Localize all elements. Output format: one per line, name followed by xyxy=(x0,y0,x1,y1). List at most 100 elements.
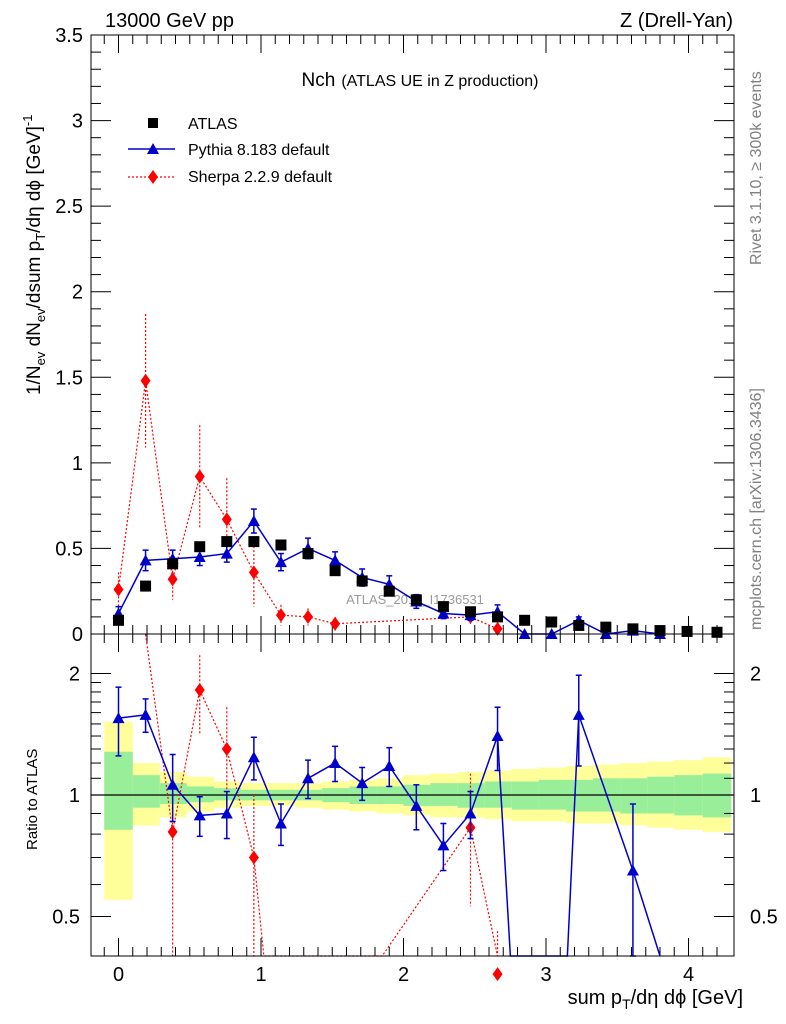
pythia-ratio-point xyxy=(464,807,477,819)
pythia-ratio-point xyxy=(626,864,639,876)
ratio-tick-label: 2 xyxy=(69,664,80,686)
sherpa-ratio-point xyxy=(492,967,503,982)
x-tick-label: 1 xyxy=(255,964,266,986)
pythia-ratio-point xyxy=(491,730,504,742)
atlas-point xyxy=(464,606,476,618)
y-tick-label: 3 xyxy=(72,111,83,133)
y-tick-label: 2 xyxy=(72,282,83,304)
atlas-point xyxy=(600,621,612,633)
pythia-ratio-point xyxy=(383,759,396,771)
legend: ATLAS Pythia 8.183 default Sherpa 2.2.9 … xyxy=(128,116,333,186)
atlas-point xyxy=(167,558,179,570)
sherpa-point xyxy=(140,373,151,388)
atlas-point xyxy=(356,575,368,587)
rivet-label: Rivet 3.1.10, ≥ 300k events xyxy=(748,71,765,265)
uncertainty-band-green xyxy=(104,751,133,830)
atlas-point xyxy=(546,616,558,628)
atlas-point xyxy=(573,619,585,631)
pythia-point xyxy=(139,554,152,566)
pythia-point xyxy=(247,515,260,527)
atlas-point xyxy=(113,614,124,626)
x-tick-label: 3 xyxy=(540,964,551,986)
pythia-ratio-point xyxy=(112,712,125,724)
ratio-tick-label: 0.5 xyxy=(52,907,80,929)
sherpa-ratio-point xyxy=(167,824,178,839)
pythia-ratio-point xyxy=(302,772,315,784)
chart-title-main: Nch xyxy=(302,70,336,91)
ratio-tick-label-right: 2 xyxy=(750,664,761,686)
y-axis-label: 1/Nev dNev/dsum pT/dη dϕ [GeV]-1 xyxy=(20,115,48,396)
header-left: 13000 GeV pp xyxy=(105,10,234,32)
y-tick-label: 3.5 xyxy=(55,25,83,47)
legend-sherpa-label: Sherpa 2.2.9 default xyxy=(188,169,333,186)
sherpa-point xyxy=(194,469,205,484)
y-tick-label: 2.5 xyxy=(55,196,83,218)
pythia-point xyxy=(329,554,342,566)
sherpa-ratio-point xyxy=(248,850,259,865)
sherpa-point xyxy=(221,512,232,527)
y-tick-label: 1.5 xyxy=(55,367,83,389)
x-tick-label: 2 xyxy=(398,964,409,986)
ratio-y-label: Ratio to ATLAS xyxy=(24,749,41,850)
pythia-point xyxy=(437,607,450,619)
ratio-panel: 0 1 2 3 4 0.5 0.5 1 1 2 2 xyxy=(52,634,778,986)
atlas-point xyxy=(275,539,287,551)
sherpa-line xyxy=(117,380,498,630)
x-tick-label: 4 xyxy=(683,964,694,986)
pythia-ratio-point xyxy=(274,817,287,829)
uncertainty-band-green xyxy=(186,786,214,803)
sherpa-point xyxy=(492,621,503,636)
atlas-point xyxy=(492,611,504,623)
pythia-ratio-point xyxy=(139,708,152,720)
atlas-point xyxy=(711,626,723,638)
pythia-ratio-point xyxy=(247,751,260,763)
ratio-frame xyxy=(90,633,735,957)
uncertainty-band-green xyxy=(132,775,160,808)
sherpa-point xyxy=(303,609,314,624)
x-axis-label: sum pT/dη dϕ [GeV] xyxy=(568,987,743,1012)
sherpa-point xyxy=(167,572,178,587)
pythia-ratio-point xyxy=(193,809,206,821)
ratio-tick-label: 1 xyxy=(69,785,80,807)
pythia-ratio-point xyxy=(166,778,179,790)
chart-subtitle: (ATLAS UE in Z production) xyxy=(341,73,538,90)
pythia-ratio-point xyxy=(437,839,450,851)
sherpa-point xyxy=(248,565,259,580)
y-tick-label: 0 xyxy=(72,624,83,646)
pythia-point xyxy=(193,550,206,562)
y-tick-label: 0.5 xyxy=(55,538,83,560)
legend-sherpa-marker xyxy=(148,170,158,184)
pythia-point xyxy=(274,556,287,568)
mcplots-label: mcplots.cern.ch [arXiv:1306.3436] xyxy=(748,388,765,630)
x-tick-label: 0 xyxy=(113,964,124,986)
atlas-point xyxy=(437,601,449,613)
pythia-ratio-point xyxy=(220,807,233,819)
main-panel: 0 0.5 1 1.5 2 2.5 3 3.5 xyxy=(55,25,734,646)
pythia-ratio-point xyxy=(572,708,585,720)
atlas-point xyxy=(654,625,666,637)
sherpa-point xyxy=(330,616,341,631)
pythia-ratio-point xyxy=(329,757,342,769)
sherpa-ratio-point xyxy=(221,742,232,757)
ratio-tick-label-right: 0.5 xyxy=(750,907,778,929)
ratio-tick-label-right: 1 xyxy=(750,785,761,807)
header-right: Z (Drell-Yan) xyxy=(620,10,733,32)
atlas-point xyxy=(221,536,233,548)
pythia-point xyxy=(220,547,233,559)
legend-pythia-marker xyxy=(147,143,159,154)
atlas-point xyxy=(410,594,422,606)
atlas-point xyxy=(383,585,395,597)
sherpa-ratio-point xyxy=(194,683,205,698)
legend-atlas-label: ATLAS xyxy=(188,116,238,133)
sherpa-point xyxy=(275,608,286,623)
pythia-ratio-point xyxy=(410,799,423,811)
atlas-point xyxy=(329,565,341,577)
atlas-point xyxy=(248,536,260,548)
atlas-point xyxy=(302,548,314,560)
atlas-point xyxy=(140,580,152,592)
y-tick-label: 1 xyxy=(72,453,83,475)
legend-pythia-label: Pythia 8.183 default xyxy=(188,142,330,159)
atlas-point xyxy=(519,614,531,626)
atlas-point xyxy=(681,625,693,637)
